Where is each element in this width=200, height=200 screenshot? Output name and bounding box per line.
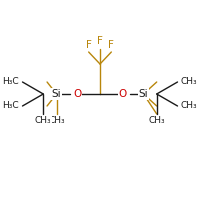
Text: Si: Si	[139, 89, 148, 99]
Text: F: F	[86, 40, 92, 50]
Text: CH₃: CH₃	[181, 102, 198, 110]
Text: H₃C: H₃C	[2, 77, 19, 86]
Text: Si: Si	[52, 89, 61, 99]
Text: CH₃: CH₃	[148, 116, 165, 125]
Text: CH₃: CH₃	[35, 116, 52, 125]
Text: F: F	[108, 40, 114, 50]
Text: H₃C: H₃C	[2, 102, 19, 110]
Text: F: F	[97, 36, 103, 46]
Text: CH₃: CH₃	[48, 116, 65, 125]
Text: O: O	[119, 89, 127, 99]
Text: O: O	[73, 89, 81, 99]
Text: CH₃: CH₃	[181, 77, 198, 86]
